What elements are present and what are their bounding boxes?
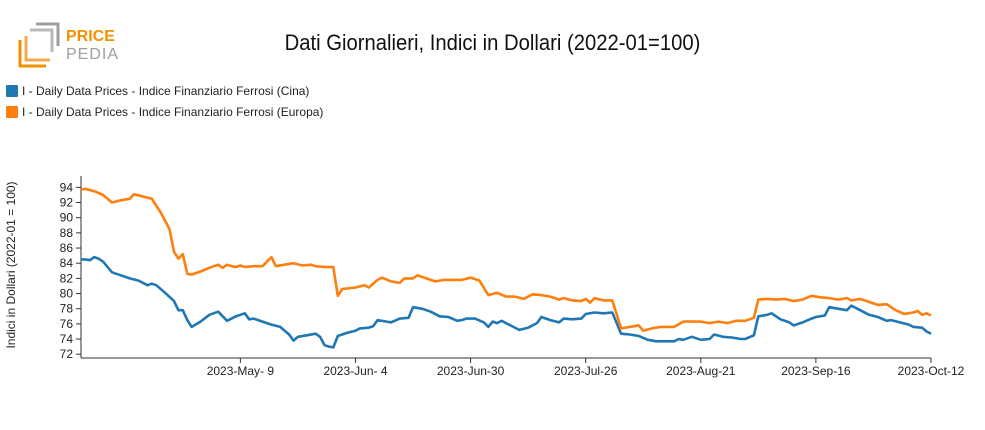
y-tick-label: 92 <box>60 196 74 210</box>
legend-item-cina[interactable]: I - Daily Data Prices - Indice Finanziar… <box>6 80 323 101</box>
series-layer <box>80 187 932 349</box>
y-tick-label: 76 <box>60 317 74 331</box>
x-tick-label: 2023-Oct-12 <box>898 364 965 378</box>
x-tick-label: 2023-Jun- 4 <box>323 364 387 378</box>
pricepedia-logo: PRICE PEDIA <box>18 22 119 68</box>
series-line-europa[interactable] <box>80 187 932 332</box>
x-tick-label: 2023-Sep-16 <box>781 364 851 378</box>
y-tick-label: 80 <box>60 287 74 301</box>
y-tick-label: 88 <box>60 226 74 240</box>
y-tick-label: 86 <box>60 241 74 255</box>
series-line-cina[interactable] <box>81 255 932 349</box>
x-tick-label: 2023-May- 9 <box>207 364 275 378</box>
x-tick-label: 2023-Aug-21 <box>666 364 736 378</box>
y-tick-label: 82 <box>60 271 74 285</box>
x-axis: 2023-May- 9 2023-Jun- 4 2023-Jun-30 2023-Ju… <box>81 357 965 378</box>
logo-text-primary: PRICE <box>66 28 115 45</box>
legend-item-europa[interactable]: I - Daily Data Prices - Indice Finanziar… <box>6 101 323 122</box>
y-tick-label: 84 <box>60 256 74 270</box>
legend-label-europa: I - Daily Data Prices - Indice Finanziar… <box>22 104 324 119</box>
legend-label-cina: I - Daily Data Prices - Indice Finanziar… <box>22 83 310 98</box>
chart-title: Dati Giornalieri, Indici in Dollari (202… <box>284 30 701 55</box>
x-tick-label: 2023-Jul-26 <box>554 364 618 378</box>
y-tick-label: 90 <box>60 211 74 225</box>
legend: I - Daily Data Prices - Indice Finanziar… <box>6 80 323 122</box>
logo-mark <box>18 22 60 68</box>
logo-text-secondary: PEDIA <box>66 46 119 63</box>
x-tick-label: 2023-Jun-30 <box>437 364 505 378</box>
y-tick-label: 94 <box>60 180 74 194</box>
y-tick-label: 74 <box>60 332 74 346</box>
legend-swatch-europa <box>6 105 18 118</box>
legend-swatch-cina <box>6 84 18 97</box>
y-axis-title: Indici in Dollari (2022-01 = 100) <box>4 181 18 348</box>
y-tick-label: 72 <box>60 347 74 361</box>
y-tick-label: 78 <box>60 302 74 316</box>
